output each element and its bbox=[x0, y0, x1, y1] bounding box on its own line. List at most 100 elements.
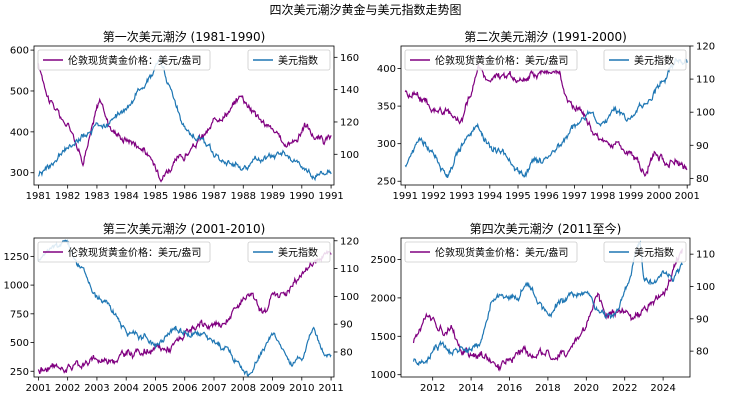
x-tick-label: 2004 bbox=[113, 383, 138, 394]
left-y-tick-label: 750 bbox=[10, 309, 29, 320]
right-y-tick-label: 90 bbox=[340, 320, 353, 331]
left-y-tick-label: 250 bbox=[10, 367, 29, 378]
x-tick-label: 1982 bbox=[55, 191, 80, 202]
left-y-tick-label: 300 bbox=[10, 168, 29, 179]
x-tick-label: 1997 bbox=[562, 191, 587, 202]
x-tick-label: 2020 bbox=[574, 383, 599, 394]
legend-dxy: 美元指数 bbox=[247, 241, 331, 263]
x-tick-label: 1999 bbox=[618, 191, 643, 202]
legend-gold: 伦敦现货黄金价格：美元/盎司 bbox=[37, 241, 211, 263]
legend-gold: 伦敦现货黄金价格：美元/盎司 bbox=[37, 49, 211, 71]
x-tick-label: 2011 bbox=[318, 383, 343, 394]
x-tick-label: 2005 bbox=[143, 383, 168, 394]
left-y-tick-label: 500 bbox=[10, 338, 29, 349]
left-y-tick-label: 1250 bbox=[4, 252, 29, 263]
legend-box bbox=[247, 49, 331, 71]
panel-title: 第二次美元潮汐 (1991-2000) bbox=[464, 29, 627, 44]
legend-gold-label: 伦敦现货黄金价格：美元/盎司 bbox=[68, 54, 201, 67]
legend-dxy: 美元指数 bbox=[247, 49, 331, 71]
legend-box bbox=[603, 241, 687, 263]
panel-2: 第二次美元潮汐 (1991-2000)1991 1992 1993 1994 1995 1… bbox=[377, 29, 715, 202]
legend-dxy-label: 美元指数 bbox=[634, 54, 674, 67]
legend-box bbox=[404, 241, 578, 263]
x-tick-label: 2012 bbox=[420, 383, 445, 394]
x-tick-label: 1998 bbox=[590, 191, 615, 202]
right-y-tick-label: 100 bbox=[696, 282, 715, 293]
x-tick-label: 1981 bbox=[26, 191, 51, 202]
x-tick-label: 1988 bbox=[231, 191, 256, 202]
x-tick-label: 1993 bbox=[449, 191, 474, 202]
x-tick-label: 2008 bbox=[231, 383, 256, 394]
left-y-tick-label: 1000 bbox=[371, 370, 396, 381]
x-tick-label: 2001 bbox=[674, 191, 699, 202]
left-y-tick-label: 500 bbox=[10, 86, 29, 97]
x-tick-label: 1994 bbox=[477, 191, 502, 202]
x-tick-label: 1985 bbox=[143, 191, 168, 202]
gold-price-line bbox=[37, 249, 332, 375]
legend-gold-label: 伦敦现货黄金价格：美元/盎司 bbox=[435, 246, 568, 259]
left-y-tick-label: 2000 bbox=[371, 293, 396, 304]
left-y-tick-label: 1000 bbox=[4, 281, 29, 292]
axes-frame bbox=[33, 237, 335, 378]
x-tick-label: 2014 bbox=[458, 383, 483, 394]
dollar-index-line bbox=[37, 56, 332, 182]
right-y-tick-label: 90 bbox=[696, 141, 709, 152]
panel-title: 第四次美元潮汐 (2011至今) bbox=[470, 221, 622, 236]
x-tick-label: 2007 bbox=[201, 383, 226, 394]
left-y-tick-label: 400 bbox=[10, 127, 29, 138]
right-y-tick-label: 100 bbox=[340, 292, 359, 303]
x-tick-label: 2006 bbox=[172, 383, 197, 394]
right-y-tick-label: 120 bbox=[340, 117, 359, 128]
x-tick-label: 2001 bbox=[26, 383, 51, 394]
legend-box bbox=[37, 241, 211, 263]
legend-dxy-label: 美元指数 bbox=[278, 54, 318, 67]
right-y-tick-label: 100 bbox=[340, 150, 359, 161]
right-y-tick-label: 80 bbox=[696, 174, 709, 185]
panel-1: 第一次美元潮汐 (1981-1990) 1981 1982 1983 1984 1985 1… bbox=[10, 29, 359, 202]
x-tick-label: 1992 bbox=[421, 191, 446, 202]
right-y-tick-label: 80 bbox=[696, 347, 709, 358]
legend-gold-label: 伦敦现货黄金价格：美元/盎司 bbox=[435, 54, 568, 67]
x-tick-label: 1995 bbox=[505, 191, 530, 202]
x-tick-label: 1991 bbox=[393, 191, 418, 202]
right-y-tick-label: 110 bbox=[696, 250, 715, 261]
right-y-tick-label: 120 bbox=[696, 42, 715, 53]
legend-box bbox=[37, 49, 211, 71]
right-y-tick-label: 100 bbox=[696, 108, 715, 119]
left-y-tick-label: 2500 bbox=[371, 255, 396, 266]
right-y-tick-label: 110 bbox=[340, 264, 359, 275]
right-y-tick-label: 80 bbox=[340, 347, 353, 358]
legend-dxy-label: 美元指数 bbox=[634, 246, 674, 259]
left-y-tick-label: 250 bbox=[377, 177, 396, 188]
axes-frame bbox=[400, 45, 691, 186]
panel-3: 第三次美元潮汐 (2001-2010) 2001 2002 2003 2004 2005 2… bbox=[4, 221, 360, 394]
legend-gold: 伦敦现货黄金价格：美元/盎司 bbox=[404, 241, 578, 263]
legend-gold: 伦敦现货黄金价格：美元/盎司 bbox=[404, 49, 578, 71]
axes-frame bbox=[400, 237, 691, 378]
right-y-tick-label: 160 bbox=[340, 53, 359, 64]
right-y-tick-label: 140 bbox=[340, 85, 359, 96]
legend-dxy-label: 美元指数 bbox=[278, 246, 318, 259]
dollar-index-line bbox=[404, 57, 688, 178]
left-y-tick-label: 350 bbox=[377, 102, 396, 113]
figure-title: 四次美元潮汐黄金与美元指数走势图 bbox=[269, 2, 461, 17]
gold-price-line bbox=[404, 62, 688, 178]
x-tick-label: 1983 bbox=[84, 191, 109, 202]
x-tick-label: 2016 bbox=[497, 383, 522, 394]
dollar-index-line bbox=[37, 239, 332, 377]
left-y-tick-label: 1500 bbox=[371, 332, 396, 343]
axes-frame bbox=[33, 45, 335, 186]
gold-price-line bbox=[37, 63, 332, 183]
x-tick-label: 1996 bbox=[533, 191, 558, 202]
legend-box bbox=[603, 49, 687, 71]
x-tick-label: 2003 bbox=[84, 383, 109, 394]
x-tick-label: 2009 bbox=[260, 383, 285, 394]
legend-dxy: 美元指数 bbox=[603, 49, 687, 71]
x-tick-label: 1986 bbox=[172, 191, 197, 202]
left-y-tick-label: 300 bbox=[377, 139, 396, 150]
legend-box bbox=[247, 241, 331, 263]
gold-price-line bbox=[412, 248, 683, 372]
x-tick-label: 1987 bbox=[201, 191, 226, 202]
panel-title: 第一次美元潮汐 (1981-1990) bbox=[103, 29, 266, 44]
